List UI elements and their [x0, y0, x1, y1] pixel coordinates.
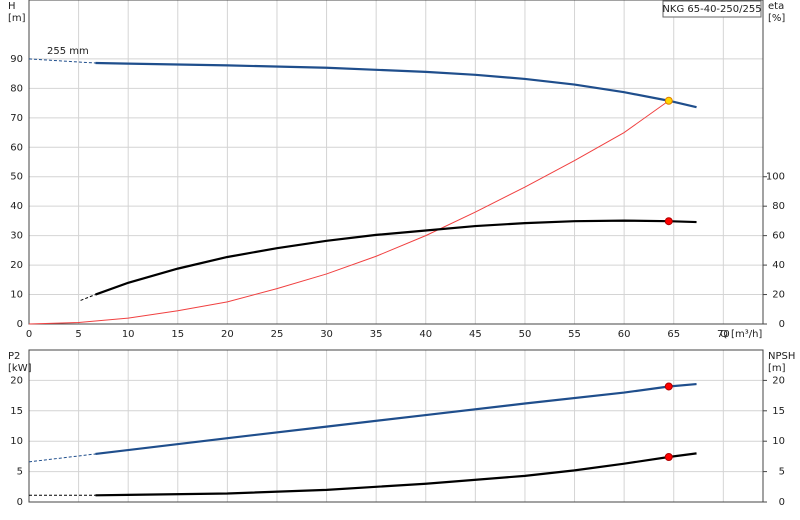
- y2-axis-unit: [%]: [768, 13, 785, 24]
- y2-tick-label: 0: [779, 497, 785, 508]
- x-tick-label: 70: [717, 329, 730, 340]
- curve: [28, 100, 670, 325]
- y-tick-label: 5: [17, 467, 23, 478]
- operating-point: [664, 217, 673, 226]
- title-box: [662, 0, 762, 18]
- y-axis-unit: [kW]: [8, 363, 32, 374]
- y-tick-label: 80: [10, 83, 23, 94]
- y-tick-label: 50: [10, 172, 23, 183]
- y2-tick-label: 5: [779, 467, 785, 478]
- y2-tick-label: 15: [772, 406, 785, 417]
- y-axis-unit: [m]: [8, 13, 26, 24]
- y2-tick-label: 10: [772, 436, 785, 447]
- y2-tick-label: 20: [772, 290, 785, 301]
- y-tick-label: 10: [10, 290, 23, 301]
- plot-frame: [28, 349, 764, 503]
- x-tick-label: 30: [320, 329, 333, 340]
- curve: [95, 61, 697, 109]
- x-tick-label: 60: [618, 329, 631, 340]
- y-tick-label: 10: [10, 436, 23, 447]
- y-axis-label: P2: [8, 351, 20, 362]
- y-tick-label: 70: [10, 113, 23, 124]
- chart-title: NKG 65-40-250/255: [662, 4, 761, 15]
- y-tick-label: 20: [10, 260, 23, 271]
- y-tick-label: 20: [10, 375, 23, 386]
- y2-axis-label: eta: [768, 1, 784, 12]
- curve: [95, 382, 697, 456]
- x-tick-label: 45: [469, 329, 482, 340]
- y-tick-label: 30: [10, 231, 23, 242]
- x-tick-label: 35: [370, 329, 383, 340]
- operating-point: [664, 453, 673, 462]
- x-tick-label: 55: [568, 329, 581, 340]
- y2-tick-label: 40: [772, 260, 785, 271]
- x-tick-label: 15: [171, 329, 184, 340]
- annotation: 255 mm: [47, 46, 89, 57]
- curve-extension: [28, 58, 96, 64]
- y-tick-label: 60: [10, 142, 23, 153]
- y2-axis-unit: [m]: [768, 363, 786, 374]
- x-tick-label: 40: [419, 329, 432, 340]
- x-axis-label: Q [m³/h]: [720, 329, 762, 340]
- x-tick-label: 10: [122, 329, 135, 340]
- x-tick-label: 25: [271, 329, 284, 340]
- y-tick-label: 0: [17, 319, 23, 330]
- y2-tick-label: 60: [772, 231, 785, 242]
- x-tick-label: 50: [519, 329, 532, 340]
- y-tick-label: 40: [10, 201, 23, 212]
- operating-point: [664, 382, 673, 391]
- y-tick-label: 0: [17, 497, 23, 508]
- curve: [95, 219, 697, 296]
- x-tick-label: 20: [221, 329, 234, 340]
- plot-frame: [28, 0, 764, 325]
- y-axis-label: H: [8, 1, 16, 12]
- x-tick-label: 0: [26, 329, 32, 340]
- x-tick-label: 65: [667, 329, 680, 340]
- curve: [95, 452, 697, 497]
- operating-point: [664, 96, 673, 105]
- y2-tick-label: 80: [772, 201, 785, 212]
- y2-tick-label: 100: [766, 172, 785, 183]
- curve-extension: [80, 294, 96, 301]
- y-tick-label: 15: [10, 406, 23, 417]
- y2-axis-label: NPSH: [768, 351, 795, 362]
- y2-tick-label: 20: [772, 375, 785, 386]
- y2-tick-label: 0: [779, 319, 785, 330]
- y-tick-label: 90: [10, 54, 23, 65]
- x-tick-label: 5: [75, 329, 81, 340]
- curve-extension: [28, 453, 96, 463]
